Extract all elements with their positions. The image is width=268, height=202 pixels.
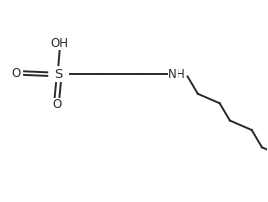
- Text: OH: OH: [51, 37, 69, 50]
- Text: N: N: [168, 68, 177, 81]
- Text: O: O: [53, 99, 62, 112]
- Text: H: H: [176, 68, 185, 81]
- Text: O: O: [11, 67, 20, 80]
- Text: S: S: [54, 68, 63, 81]
